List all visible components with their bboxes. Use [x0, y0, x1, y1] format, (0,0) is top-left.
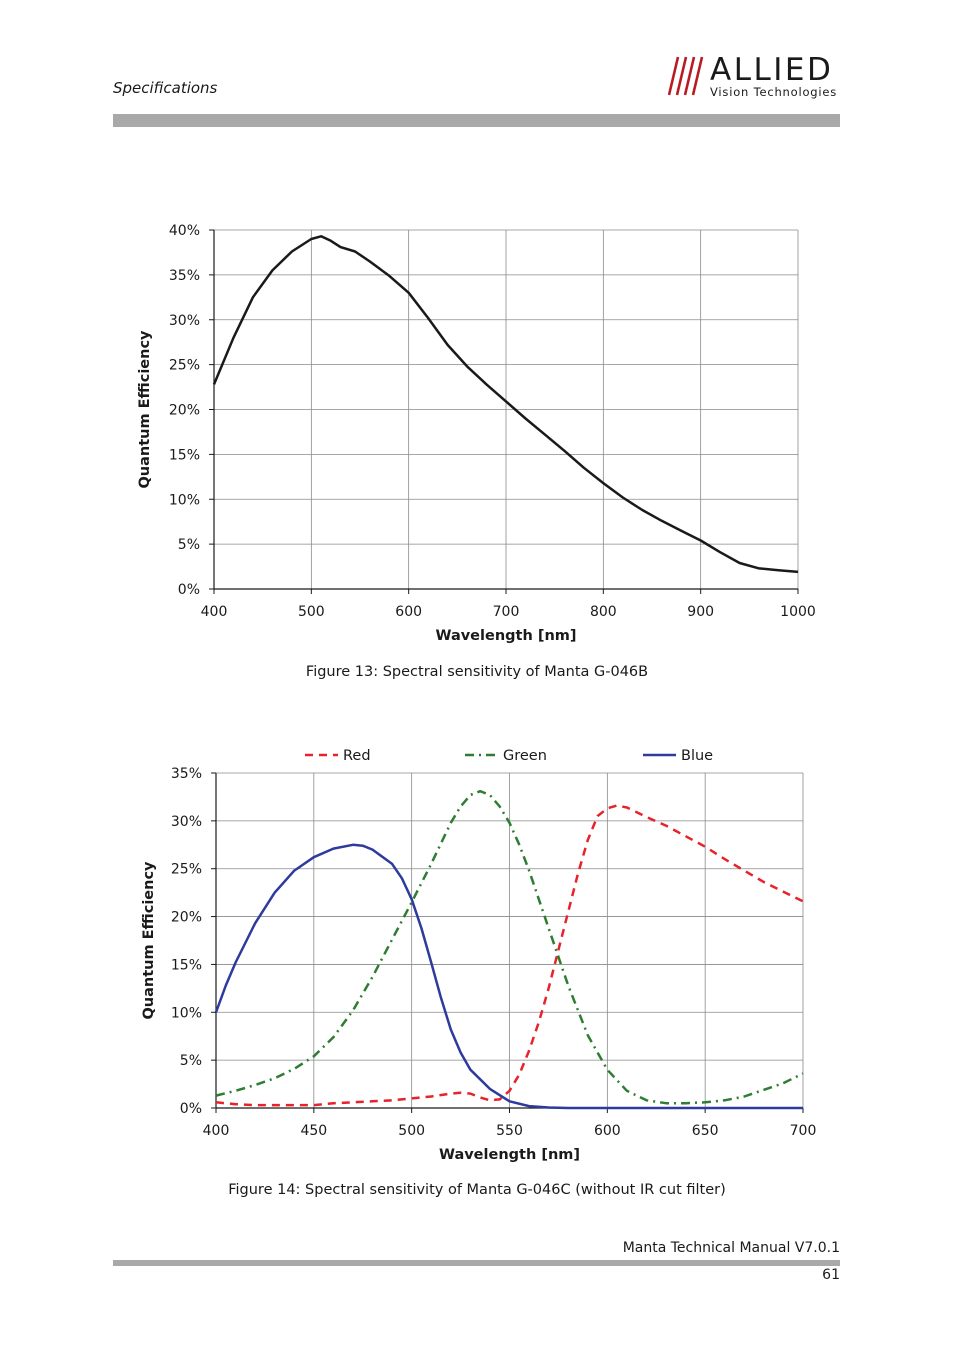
y-tick-label: 30% — [169, 313, 200, 329]
y-tick-label: 5% — [178, 537, 200, 553]
x-tick-label: 400 — [201, 604, 228, 620]
x-tick-label: 900 — [687, 604, 714, 620]
y-tick-label: 35% — [169, 268, 200, 284]
chart-mono-spectral: 400 500 600 700 800 900 1000 0% 5% 10% 15% 20% 25% 30… — [137, 223, 816, 644]
x-tick-label: 600 — [395, 604, 422, 620]
y-tick-label: 0% — [180, 1101, 202, 1117]
x-tick-label: 600 — [594, 1123, 621, 1139]
x-axis-title: Wavelength [nm] — [439, 1147, 580, 1163]
footer-rule — [113, 1260, 840, 1266]
y-tick-label: 20% — [171, 910, 202, 926]
series-line-blue — [214, 843, 803, 1110]
y-axis-title: Quantum Efficiency — [137, 330, 153, 489]
x-tick-label: 400 — [203, 1123, 230, 1139]
x-tick-label: 500 — [298, 604, 325, 620]
y-tick-label: 0% — [178, 582, 200, 598]
logo-tagline: Vision Technologies — [710, 85, 837, 99]
y-tick-label: 30% — [171, 814, 202, 830]
figure-14-caption: Figure 14: Spectral sensitivity of Manta… — [228, 1182, 726, 1198]
y-tick-label: 10% — [171, 1005, 202, 1021]
series-line-qe — [212, 235, 799, 574]
legend-label-red: Red — [343, 748, 371, 764]
x-tick-label: 1000 — [780, 604, 816, 620]
x-tick-label: 800 — [590, 604, 617, 620]
page-number: 61 — [822, 1267, 840, 1283]
y-tick-label: 15% — [171, 957, 202, 973]
series-line-green — [215, 789, 804, 1105]
y-tick-label: 35% — [171, 766, 202, 782]
x-tick-label: 700 — [790, 1123, 817, 1139]
y-tick-label: 5% — [180, 1053, 202, 1069]
y-tick-label: 15% — [169, 447, 200, 463]
legend-label-green: Green — [503, 748, 547, 764]
y-tick-label: 40% — [169, 223, 200, 239]
x-tick-label: 450 — [300, 1123, 327, 1139]
x-tick-label: 500 — [398, 1123, 425, 1139]
logo-brand: ALLIED — [710, 54, 833, 88]
y-tick-label: 20% — [169, 403, 200, 419]
figure-13-caption: Figure 13: Spectral sensitivity of Manta… — [305, 664, 649, 680]
x-axis-title: Wavelength [nm] — [435, 628, 576, 644]
y-tick-label: 25% — [169, 358, 200, 374]
logo-slashes-icon — [668, 56, 704, 96]
x-tick-label: 550 — [496, 1123, 523, 1139]
y-tick-label: 10% — [169, 492, 200, 508]
header-rule — [113, 114, 840, 127]
section-title: Specifications — [113, 79, 218, 97]
x-tick-label: 650 — [692, 1123, 719, 1139]
x-tick-label: 700 — [493, 604, 520, 620]
series-line-red — [215, 804, 804, 1107]
allied-logo: ALLIED Vision Technologies — [668, 54, 837, 99]
footer-manual-title: Manta Technical Manual V7.0.1 — [622, 1240, 840, 1256]
y-axis-title: Quantum Efficiency — [141, 861, 157, 1020]
chart-color-spectral: 400 450 500 550 600 650 700 0% 5% 10% 15% 20% 25% 30%… — [141, 748, 817, 1163]
y-tick-label: 25% — [171, 862, 202, 878]
legend-label-blue: Blue — [681, 748, 713, 764]
